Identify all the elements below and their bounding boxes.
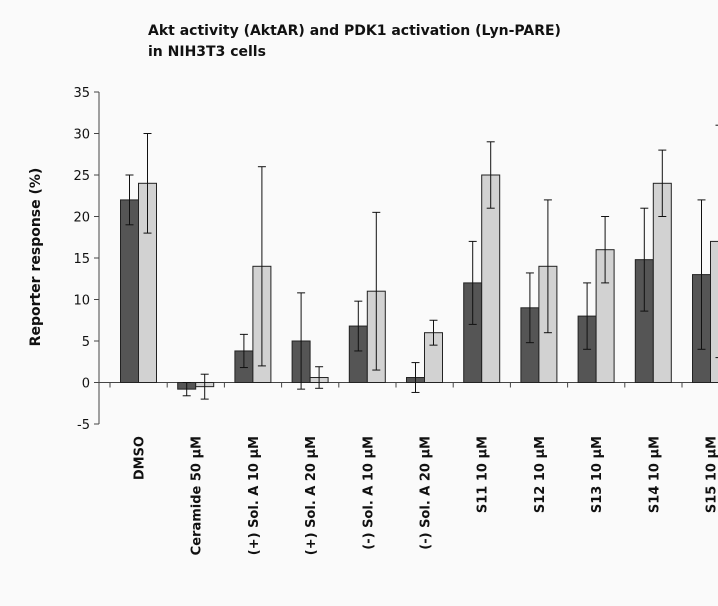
x-category-label: S15 10 µM <box>705 436 718 513</box>
x-category-label: S14 10 µM <box>647 436 662 513</box>
x-category-label: (-) Sol. A 20 µM <box>419 436 434 550</box>
y-axis: -5 0 5 10 15 20 25 30 35 <box>73 86 100 433</box>
category-labels: DMSO Ceramide 50 µM (+) Sol. A 10 µM (+) So… <box>133 436 718 555</box>
bar-series-2 <box>710 240 718 383</box>
y-tick-label: 20 <box>73 211 90 226</box>
error-bars-group <box>125 124 718 400</box>
y-tick-label: -5 <box>77 418 90 433</box>
chart-title-line-1: Akt activity (AktAR) and PDK1 activation… <box>148 23 561 39</box>
x-category-label: S13 10 µM <box>590 436 605 513</box>
bars-group <box>120 174 718 390</box>
x-category-label: Ceramide 50 µM <box>190 436 205 555</box>
x-category-label: (+) Sol. A 10 µM <box>247 436 262 555</box>
chart-title: Akt activity (AktAR) and PDK1 activation… <box>148 23 561 60</box>
y-tick-label: 35 <box>73 86 90 101</box>
x-category-label: (+) Sol. A 20 µM <box>304 436 319 555</box>
y-tick-label: 25 <box>73 169 90 184</box>
y-tick-label: 10 <box>73 294 90 309</box>
chart-title-line-2: in NIH3T3 cells <box>148 44 266 60</box>
x-category-label: S11 10 µM <box>476 436 491 513</box>
x-category-label: DMSO <box>133 436 148 480</box>
y-tick-label: 0 <box>82 377 90 392</box>
y-tick-label: 15 <box>73 252 90 267</box>
x-category-label: S12 10 µM <box>533 436 548 513</box>
y-tick-label: 30 <box>73 128 90 143</box>
y-axis-title: Reporter response (%) <box>28 168 44 347</box>
bar-series-1 <box>120 199 139 383</box>
y-tick-label: 5 <box>82 335 90 350</box>
x-category-label: (-) Sol. A 10 µM <box>361 436 376 550</box>
